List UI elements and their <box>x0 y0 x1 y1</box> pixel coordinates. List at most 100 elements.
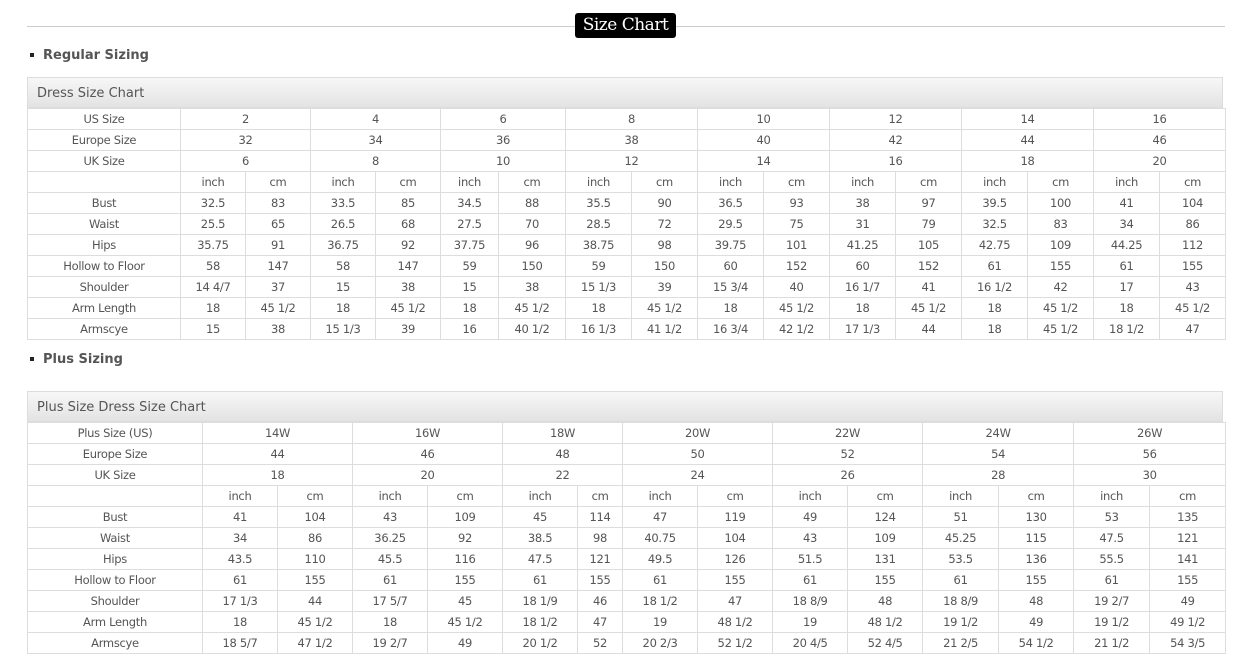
measurement-cell: 19 <box>622 611 699 633</box>
measurement-cell: 36.25 <box>352 527 429 549</box>
measurement-cell: 47 <box>577 611 624 633</box>
measurement-cell: 17 1/3 <box>202 590 278 612</box>
measurement-cell: 15 3/4 <box>697 276 764 298</box>
row-label: UK Size <box>27 464 203 486</box>
row-label: Hips <box>27 548 203 570</box>
measurement-cell: 54 1/2 <box>998 632 1075 654</box>
measurement-cell: 38.5 <box>502 527 579 549</box>
size-cell: 16 <box>829 150 963 172</box>
unit-inch: inch <box>180 171 246 193</box>
row-label: Europe Size <box>27 129 181 151</box>
measurement-cell: 55.5 <box>1073 548 1151 570</box>
plus-size-chart-caption: Plus Size Dress Size Chart <box>27 391 1223 422</box>
measurement-cell: 45 1/2 <box>375 297 441 319</box>
unit-inch: inch <box>352 485 429 507</box>
measurement-cell: 43 <box>352 506 429 528</box>
row-label: Hollow to Floor <box>27 569 203 591</box>
measurement-cell: 51 <box>922 506 1000 528</box>
unit-cm: cm <box>895 171 963 193</box>
size-cell: 10 <box>696 108 831 130</box>
table-row: Hips 35.75 91 36.75 92 37.75 96 38.75 98 39.75 101… <box>27 234 1227 256</box>
measurement-cell: 21 2/5 <box>922 632 1000 654</box>
measurement-cell: 155 <box>1027 255 1095 277</box>
measurement-cell: 130 <box>998 506 1075 528</box>
section-plus-sizing: Plus Sizing <box>30 352 123 367</box>
row-label: Hollow to Floor <box>27 255 181 277</box>
measurement-cell: 86 <box>276 527 354 549</box>
measurement-cell: 47.5 <box>502 548 579 570</box>
measurement-cell: 51.5 <box>772 548 849 570</box>
measurement-cell: 45 1/2 <box>1027 297 1095 319</box>
size-cell: 20W <box>622 422 774 444</box>
measurement-cell: 109 <box>427 506 504 528</box>
measurement-cell: 49 <box>1149 590 1227 612</box>
measurement-cell: 38 <box>245 318 311 340</box>
measurement-cell: 135 <box>1149 506 1227 528</box>
row-label: Bust <box>27 192 181 214</box>
row-label: Arm Length <box>27 611 203 633</box>
size-cell: 12 <box>829 108 963 130</box>
measurement-cell: 41 <box>202 506 278 528</box>
unit-inch: inch <box>922 485 1000 507</box>
measurement-cell: 45.25 <box>922 527 1000 549</box>
measurement-cell: 47 <box>697 590 774 612</box>
unit-inch: inch <box>565 171 632 193</box>
measurement-cell: 53.5 <box>922 548 1000 570</box>
size-cell: 38 <box>565 129 698 151</box>
measurement-cell: 60 <box>697 255 764 277</box>
measurement-cell: 40.75 <box>622 527 699 549</box>
size-cell: 44 <box>201 443 354 465</box>
measurement-cell: 39.75 <box>697 234 764 256</box>
measurement-cell: 155 <box>577 569 624 591</box>
unit-cm: cm <box>1159 171 1227 193</box>
measurement-cell: 61 <box>961 255 1029 277</box>
measurement-cell: 105 <box>895 234 963 256</box>
measurement-cell: 41 <box>1093 192 1161 214</box>
measurement-cell: 114 <box>577 506 624 528</box>
measurement-cell: 18 <box>1093 297 1161 319</box>
measurement-cell: 44.25 <box>1093 234 1161 256</box>
measurement-cell: 58 <box>180 255 246 277</box>
measurement-cell: 45 1/2 <box>762 297 831 319</box>
measurement-cell: 155 <box>1149 569 1227 591</box>
bullet-icon <box>30 356 34 361</box>
measurement-cell: 59 <box>440 255 499 277</box>
measurement-cell: 109 <box>847 527 924 549</box>
measurement-cell: 41 1/2 <box>631 318 698 340</box>
measurement-cell: 92 <box>375 234 441 256</box>
unit-cm: cm <box>697 485 774 507</box>
table-row: Waist 34 86 36.25 92 38.5 98 40.75 104 43 109 45.25… <box>27 527 1227 549</box>
measurement-cell: 47 1/2 <box>276 632 354 654</box>
size-cell: 32 <box>180 129 311 151</box>
measurement-cell: 79 <box>895 213 963 235</box>
measurement-cell: 34 <box>202 527 278 549</box>
measurement-cell: 18 <box>961 318 1029 340</box>
measurement-cell: 18 8/9 <box>772 590 849 612</box>
measurement-cell: 45 1/2 <box>427 611 504 633</box>
measurement-cell: 115 <box>998 527 1075 549</box>
measurement-cell: 98 <box>631 234 698 256</box>
measurement-cell: 150 <box>631 255 698 277</box>
measurement-cell: 15 <box>440 276 499 298</box>
measurement-cell: 32.5 <box>180 192 246 214</box>
measurement-cell: 136 <box>998 548 1075 570</box>
measurement-cell: 18 <box>202 611 278 633</box>
measurement-cell: 68 <box>375 213 441 235</box>
measurement-cell: 34 <box>1093 213 1161 235</box>
measurement-cell: 47.5 <box>1073 527 1151 549</box>
measurement-cell: 124 <box>847 506 924 528</box>
size-cell: 56 <box>1073 443 1227 465</box>
measurement-cell: 37 <box>245 276 311 298</box>
measurement-cell: 45 1/2 <box>895 297 963 319</box>
measurement-cell: 41 <box>895 276 963 298</box>
size-cell: 20 <box>1093 150 1227 172</box>
measurement-cell: 121 <box>577 548 624 570</box>
size-header-row: UK Size 6 8 10 12 14 16 18 20 <box>27 150 1227 172</box>
unit-inch: inch <box>829 171 897 193</box>
table-row: Arm Length 18 45 1/2 18 45 1/2 18 45 1/2 18 45 1… <box>27 297 1227 319</box>
measurement-cell: 19 1/2 <box>1073 611 1151 633</box>
size-cell: 22 <box>502 464 624 486</box>
unit-cm: cm <box>245 171 311 193</box>
measurement-cell: 19 2/7 <box>1073 590 1151 612</box>
unit-inch: inch <box>697 171 764 193</box>
